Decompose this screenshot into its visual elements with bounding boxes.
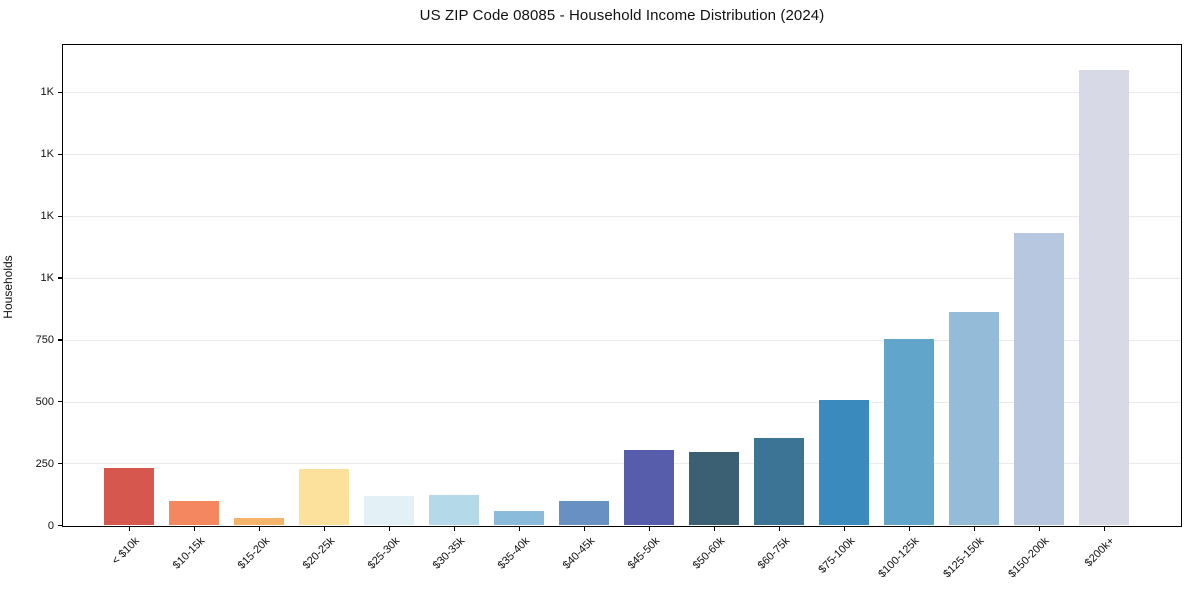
y-tick-label: 500 (35, 395, 54, 408)
x-tick-label: $75-100k (815, 535, 857, 576)
y-tick-mark (58, 401, 62, 403)
x-tick-label: $150-200k (1006, 535, 1052, 581)
bar-100-125k (884, 339, 935, 526)
x-tick-label: $125-150k (941, 535, 987, 581)
bar-15-20k (234, 517, 285, 526)
y-tick-mark (58, 277, 62, 279)
gridline (63, 92, 1181, 94)
x-tick-mark (583, 527, 586, 531)
bar-150-200k (1013, 232, 1064, 526)
bar-40-45k (559, 500, 610, 526)
x-tick-label: $40-45k (560, 535, 598, 572)
y-axis-label: Households (1, 255, 15, 319)
x-tick-mark (129, 527, 131, 531)
bar-125-150k (948, 311, 999, 526)
x-tick-mark (648, 527, 651, 531)
x-tick-label: $100-125k (876, 535, 922, 581)
y-tick-label: 1K (40, 148, 54, 161)
bar-35-40k (494, 511, 545, 526)
x-tick-mark (389, 527, 391, 531)
x-tick-mark (1038, 527, 1040, 531)
x-tick-label: $15-20k (235, 535, 273, 572)
x-tick-label: $20-25k (300, 535, 338, 572)
y-tick-label: 0 (47, 519, 54, 532)
y-tick-mark (58, 525, 62, 527)
bar-75-100k (819, 399, 870, 526)
x-tick-label: $60-75k (755, 535, 792, 572)
gridline (63, 401, 1181, 403)
plot-area (62, 44, 1182, 527)
x-tick-mark (518, 527, 521, 531)
gridline (63, 153, 1181, 155)
y-tick-label: 1K (40, 86, 54, 99)
gridline (63, 339, 1181, 341)
x-tick-mark (778, 527, 780, 531)
y-tick-label: 750 (35, 333, 54, 346)
x-tick-mark (1103, 527, 1105, 531)
x-tick-mark (324, 527, 326, 531)
x-tick-label: $10-15k (170, 535, 208, 572)
chart-title: US ZIP Code 08085 - Household Income Dis… (419, 7, 825, 24)
x-tick-mark (973, 527, 975, 531)
x-tick-label: $200k+ (1082, 535, 1117, 570)
x-tick-label: $35-40k (495, 535, 533, 572)
x-tick-label: < $10k (110, 535, 143, 568)
y-tick-label: 1K (40, 210, 54, 223)
x-tick-mark (453, 527, 456, 531)
x-tick-label: $50-60k (690, 535, 727, 572)
x-tick-mark (843, 527, 845, 531)
x-tick-mark (908, 527, 910, 531)
bar-60-75k (754, 438, 805, 526)
x-tick-mark (259, 527, 261, 531)
y-tick-mark (58, 463, 62, 465)
bar-45-50k (624, 449, 675, 526)
bar-10-15k (169, 500, 220, 526)
gridline (63, 463, 1181, 465)
bar-10k (104, 467, 155, 526)
bar-25-30k (364, 495, 415, 526)
x-tick-label: $45-50k (625, 535, 662, 572)
gridline (63, 215, 1181, 217)
y-tick-mark (58, 215, 62, 217)
y-tick-mark (58, 339, 62, 341)
y-tick-mark (58, 153, 62, 155)
y-tick-mark (58, 91, 62, 93)
bar-30-35k (429, 494, 480, 526)
x-tick-mark (713, 527, 716, 531)
bar-50-60k (689, 451, 740, 526)
x-tick-label: $25-30k (365, 535, 403, 572)
y-tick-label: 250 (35, 457, 54, 470)
x-tick-label: $30-35k (430, 535, 468, 572)
bar-200k (1078, 70, 1129, 526)
gridline (63, 277, 1181, 279)
y-tick-label: 1K (40, 272, 54, 285)
bar-20-25k (299, 468, 350, 526)
x-tick-mark (194, 527, 196, 531)
